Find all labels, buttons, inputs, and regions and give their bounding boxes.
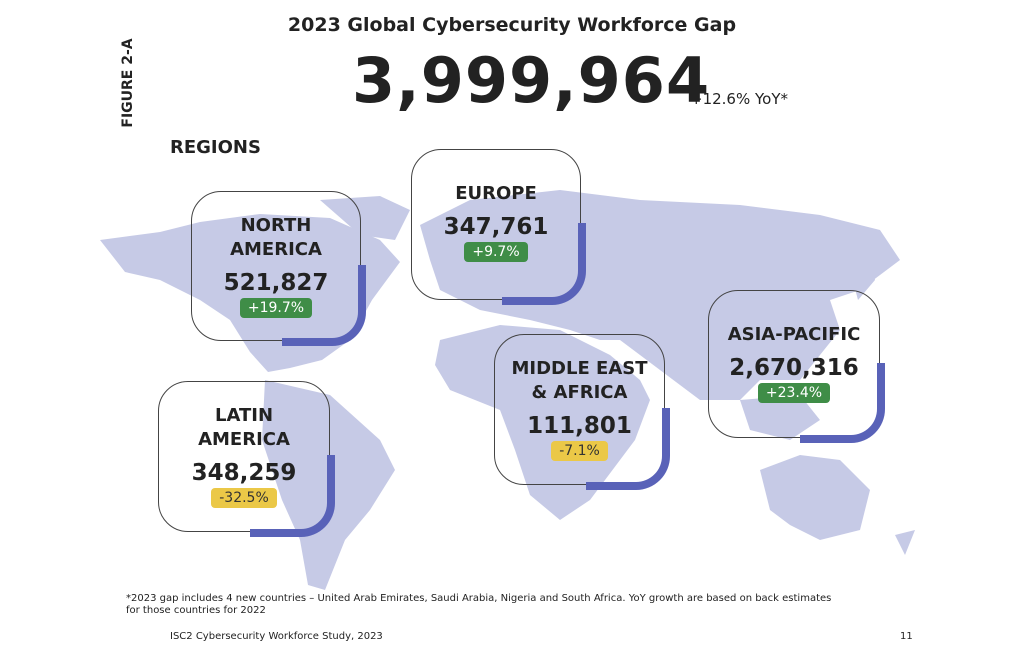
region-change: -7.1% <box>551 441 608 461</box>
region-name: ASIA-PACIFIC <box>727 324 861 345</box>
region-accent <box>250 455 335 537</box>
region-name: NORTH AMERICA <box>230 215 322 260</box>
region-accent <box>282 264 366 346</box>
region-card: LATIN AMERICA 348,259 -32.5% <box>158 381 335 537</box>
title: 2023 Global Cybersecurity Workforce Gap <box>287 14 737 36</box>
region-card: EUROPE 347,761 +9.7% <box>411 149 586 305</box>
region-accent <box>502 223 586 305</box>
figure-label: FIGURE 2-A <box>120 38 136 128</box>
region-name: EUROPE <box>455 183 537 204</box>
region-accent <box>585 408 670 490</box>
footnote: *2023 gap includes 4 new countries – Uni… <box>126 593 832 616</box>
total-change: +12.6% YoY* <box>690 90 788 108</box>
total-value: 3,999,964 <box>352 44 711 117</box>
page-number: 11 <box>900 631 913 642</box>
region-accent <box>800 362 885 443</box>
regions-heading: REGIONS <box>170 137 261 158</box>
region-value: 2,670,316 <box>729 355 859 381</box>
footer-source: ISC2 Cybersecurity Workforce Study, 2023 <box>170 631 383 642</box>
region-card: ASIA-PACIFIC 2,670,316 +23.4% <box>708 290 885 443</box>
region-name: MIDDLE EAST & AFRICA <box>511 358 648 403</box>
region-name: LATIN AMERICA <box>198 405 290 450</box>
region-card: NORTH AMERICA 521,827 +19.7% <box>191 191 366 346</box>
region-card: MIDDLE EAST & AFRICA 111,801 -7.1% <box>494 334 670 490</box>
